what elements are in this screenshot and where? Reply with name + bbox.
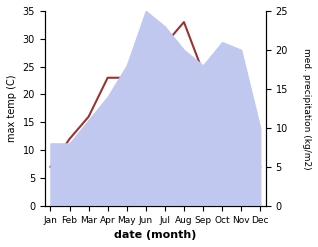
Y-axis label: med. precipitation (kg/m2): med. precipitation (kg/m2)	[302, 48, 311, 169]
X-axis label: date (month): date (month)	[114, 230, 197, 240]
Y-axis label: max temp (C): max temp (C)	[7, 75, 17, 142]
